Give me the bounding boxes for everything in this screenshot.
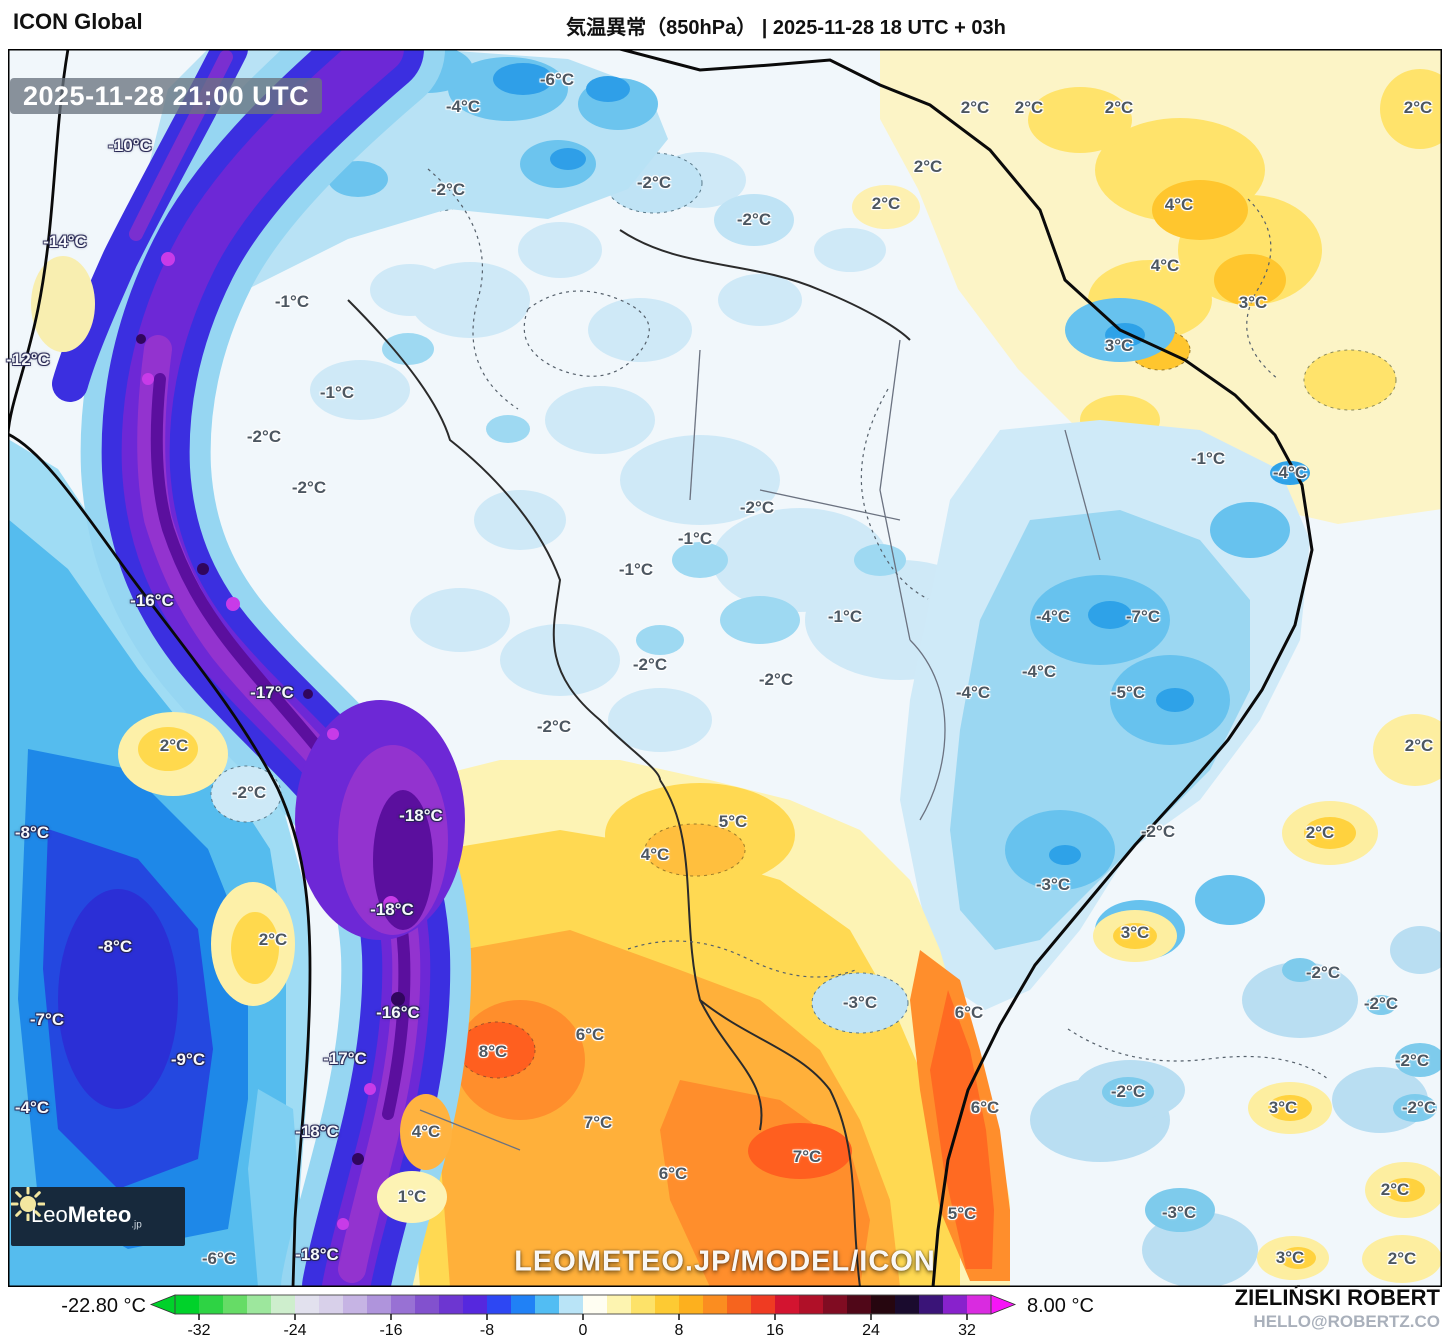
colorbar: -32 -24 -16 -8 0 8 16 24 32 -22.80 °C 8.00 °C bbox=[61, 1294, 1094, 1338]
svg-text:0: 0 bbox=[579, 1322, 588, 1338]
colorbar-ticks: -32 -24 -16 -8 0 8 16 24 32 bbox=[187, 1314, 976, 1338]
credits: ZIELIŃSKI ROBERT HELLO@ROBERTZ.CO bbox=[1234, 1285, 1440, 1332]
colorbar-min-label: -22.80 °C bbox=[61, 1295, 146, 1317]
author-name: ZIELIŃSKI ROBERT bbox=[1234, 1285, 1440, 1310]
author-email: HELLO@ROBERTZ.CO bbox=[1253, 1312, 1440, 1332]
watermark: LEOMETEO.JP/MODEL/ICON bbox=[514, 1245, 936, 1278]
leometeo-logo: LeoMeteo.jp bbox=[11, 1187, 185, 1246]
colorbar-right-arrow bbox=[990, 1294, 1017, 1315]
svg-text:16: 16 bbox=[766, 1322, 784, 1338]
svg-text:-24: -24 bbox=[283, 1322, 306, 1338]
svg-text:8: 8 bbox=[675, 1322, 684, 1338]
svg-text:-16: -16 bbox=[379, 1322, 402, 1338]
svg-text:32: 32 bbox=[958, 1322, 976, 1338]
model-name: ICON Global bbox=[13, 9, 143, 34]
svg-text:24: 24 bbox=[862, 1322, 880, 1338]
map-title: 気温異常（850hPa） | 2025-11-28 18 UTC + 03h bbox=[566, 17, 1006, 39]
svg-text:-8: -8 bbox=[480, 1322, 494, 1338]
colorbar-left-arrow bbox=[149, 1294, 176, 1315]
anomaly-map-canvas bbox=[8, 49, 1442, 1287]
weather-map: LeoMeteo.jp LEOMETEO.JP/MODEL/ICON bbox=[8, 49, 1442, 1287]
logo-wordmark: LeoMeteo.jp bbox=[31, 1202, 142, 1231]
colorbar-max-label: 8.00 °C bbox=[1027, 1295, 1094, 1317]
svg-text:-32: -32 bbox=[187, 1322, 210, 1338]
colorbar-gradient bbox=[175, 1295, 992, 1314]
sun-icon bbox=[11, 1187, 45, 1221]
timestamp-overlay: 2025-11-28 21:00 UTC bbox=[10, 78, 323, 114]
